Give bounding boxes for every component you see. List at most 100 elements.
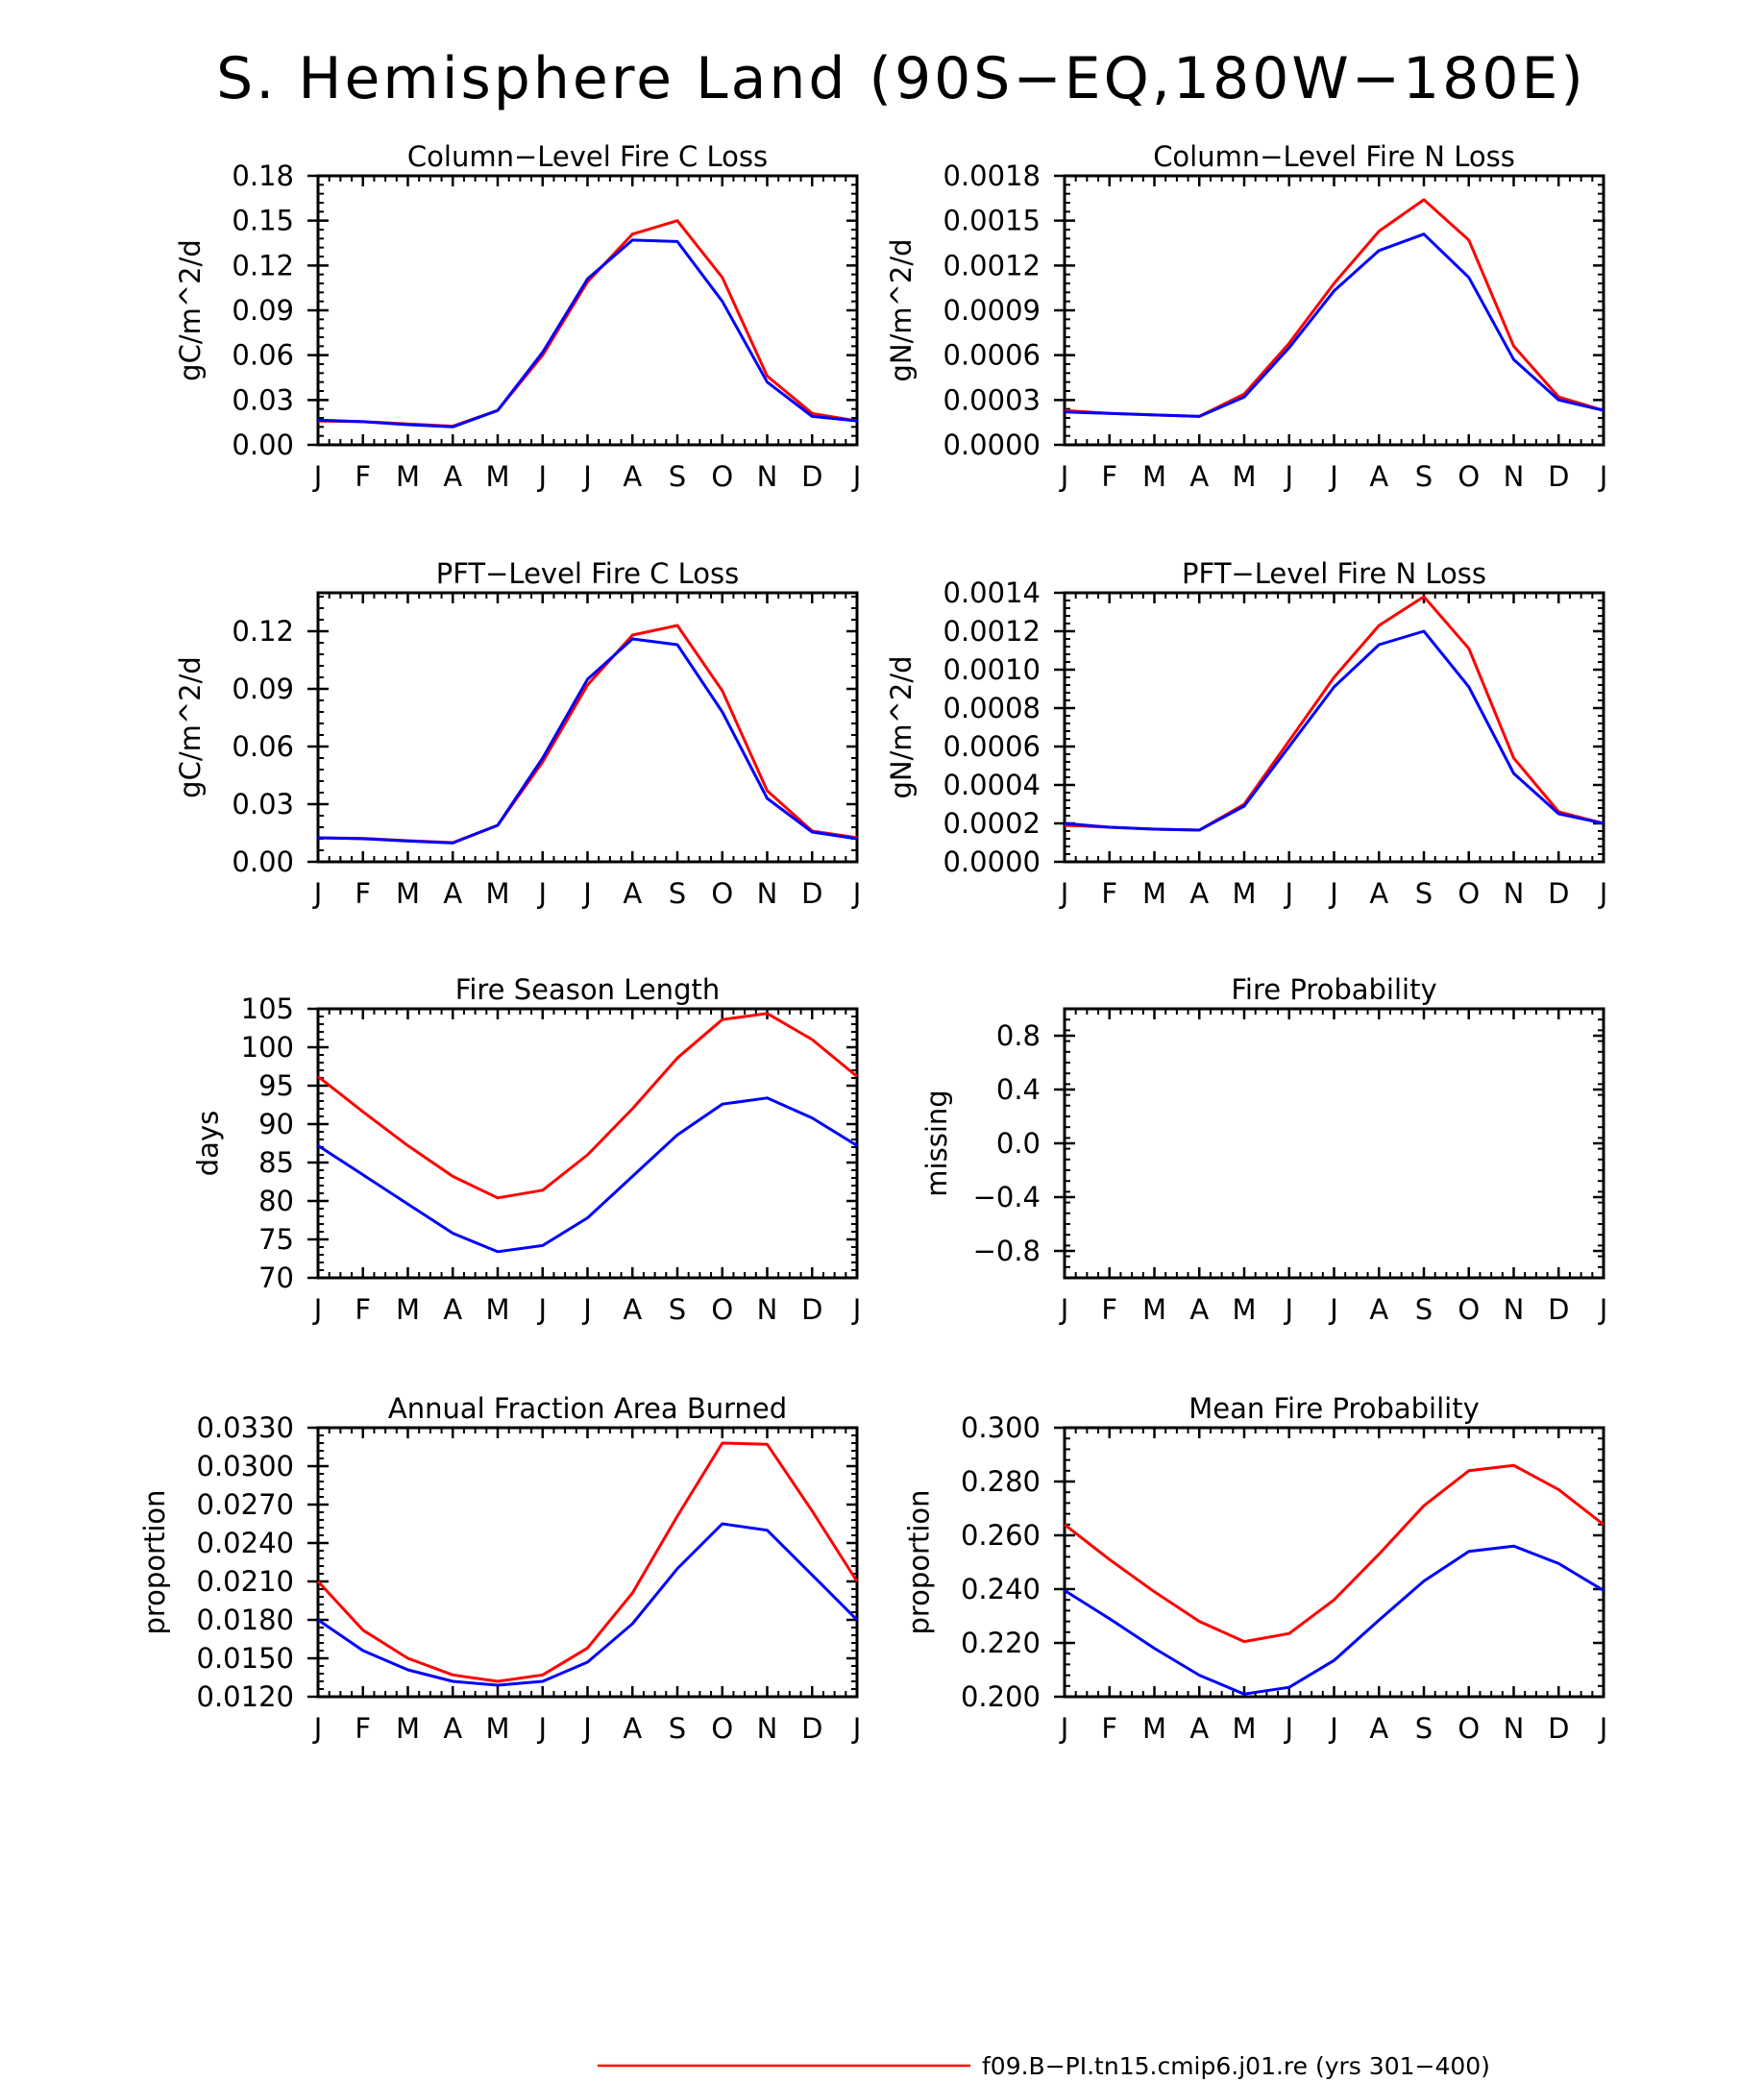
x-tick-label: F bbox=[355, 460, 371, 493]
x-tick-label: J bbox=[851, 1712, 862, 1745]
x-tick-label: F bbox=[1101, 1293, 1117, 1326]
series-line bbox=[317, 637, 858, 845]
y-tick-label: 0.240 bbox=[961, 1573, 1041, 1605]
y-tick-label: −0.4 bbox=[973, 1181, 1041, 1213]
series-line bbox=[1064, 595, 1605, 832]
x-tick-label: S bbox=[1415, 877, 1433, 910]
x-tick-label: J bbox=[581, 877, 592, 910]
y-tick-label: 95 bbox=[258, 1069, 294, 1102]
y-tick-label: 0.0015 bbox=[943, 205, 1041, 237]
y-tick-label: 0.09 bbox=[232, 294, 294, 327]
x-tick-label: A bbox=[1369, 460, 1388, 493]
y-tick-label: 105 bbox=[241, 992, 294, 1025]
x-tick-label: D bbox=[1548, 1712, 1569, 1745]
y-tick-label: 0.0270 bbox=[197, 1488, 294, 1521]
x-tick-label: A bbox=[1369, 877, 1388, 910]
plot-frame bbox=[1063, 591, 1605, 864]
x-tick-label: O bbox=[711, 877, 733, 910]
series-line bbox=[317, 1096, 858, 1254]
y-tick-label: 0.0210 bbox=[197, 1565, 294, 1598]
y-tick-label: 100 bbox=[241, 1031, 294, 1064]
y-tick-label: 0.280 bbox=[961, 1465, 1041, 1498]
x-tick-label: D bbox=[801, 1293, 822, 1326]
x-tick-label: M bbox=[1142, 1293, 1166, 1326]
x-tick-label: N bbox=[1504, 1712, 1525, 1745]
panel-title: PFT−Level Fire N Loss bbox=[1182, 557, 1486, 590]
x-tick-label: M bbox=[396, 460, 420, 493]
plot-frame bbox=[316, 1426, 859, 1699]
x-tick-label: J bbox=[536, 460, 547, 493]
x-tick-label: J bbox=[1059, 877, 1069, 910]
y-tick-label: 0.0240 bbox=[197, 1527, 294, 1559]
legend-label: f09.B−PI.tn15.cmip6.j01.re (yrs 301−400) bbox=[982, 2052, 1490, 2080]
y-tick-label: 0.0009 bbox=[943, 294, 1041, 327]
x-tick-label: N bbox=[757, 1712, 778, 1745]
x-tick-label: M bbox=[1232, 877, 1256, 910]
x-tick-label: F bbox=[1101, 877, 1117, 910]
y-tick-label: 0.8 bbox=[996, 1019, 1041, 1052]
x-tick-label: S bbox=[669, 1712, 686, 1745]
x-tick-label: M bbox=[1142, 1712, 1166, 1745]
y-tick-label: 0.12 bbox=[232, 249, 294, 282]
x-tick-label: M bbox=[1232, 1712, 1256, 1745]
x-tick-label: J bbox=[536, 1293, 547, 1326]
series-line bbox=[317, 238, 858, 429]
series-line bbox=[317, 219, 858, 429]
x-tick-label: M bbox=[396, 1712, 420, 1745]
series-line bbox=[1064, 198, 1605, 418]
y-tick-label: 0.0012 bbox=[943, 615, 1041, 648]
series-line bbox=[1064, 1463, 1605, 1644]
x-tick-label: J bbox=[312, 877, 323, 910]
series-line bbox=[317, 624, 858, 845]
y-tick-label: 80 bbox=[258, 1185, 294, 1217]
y-tick-label: 0.00 bbox=[232, 845, 294, 878]
y-axis-label: days bbox=[192, 1111, 225, 1176]
x-tick-label: A bbox=[623, 460, 642, 493]
x-tick-label: N bbox=[757, 1293, 778, 1326]
plot-frame bbox=[1063, 1007, 1605, 1280]
y-tick-label: 0.18 bbox=[232, 159, 294, 192]
x-tick-label: J bbox=[581, 1712, 592, 1745]
x-tick-label: O bbox=[1458, 1293, 1480, 1326]
x-tick-label: M bbox=[485, 1293, 509, 1326]
panel-title: Mean Fire Probability bbox=[1188, 1392, 1480, 1425]
x-tick-label: M bbox=[396, 877, 420, 910]
y-tick-label: 0.300 bbox=[961, 1411, 1041, 1444]
x-tick-label: S bbox=[1415, 1712, 1433, 1745]
x-tick-label: N bbox=[1504, 877, 1525, 910]
x-tick-label: J bbox=[312, 460, 323, 493]
plot-frame bbox=[1063, 174, 1605, 447]
y-tick-label: 0.06 bbox=[232, 730, 294, 763]
x-tick-label: J bbox=[1328, 877, 1338, 910]
x-tick-label: O bbox=[711, 1293, 733, 1326]
x-tick-label: A bbox=[623, 1712, 642, 1745]
panel-title: Column−Level Fire N Loss bbox=[1153, 140, 1515, 173]
y-axis-label: missing bbox=[920, 1090, 953, 1196]
x-tick-label: N bbox=[757, 877, 778, 910]
x-tick-label: A bbox=[1189, 877, 1209, 910]
x-tick-label: A bbox=[623, 1293, 642, 1326]
x-tick-label: J bbox=[1283, 460, 1293, 493]
y-tick-label: 0.15 bbox=[232, 205, 294, 237]
x-tick-label: J bbox=[1283, 1293, 1293, 1326]
x-tick-label: M bbox=[485, 1712, 509, 1745]
y-tick-label: 0.0003 bbox=[943, 383, 1041, 416]
x-tick-label: J bbox=[312, 1293, 323, 1326]
x-tick-label: J bbox=[312, 1712, 323, 1745]
x-tick-label: S bbox=[1415, 460, 1433, 493]
y-tick-label: 85 bbox=[258, 1146, 294, 1179]
plot-frame bbox=[316, 174, 859, 447]
y-tick-label: 0.0330 bbox=[197, 1411, 294, 1444]
plot-frame bbox=[316, 591, 859, 864]
y-tick-label: 0.0180 bbox=[197, 1604, 294, 1636]
series-line bbox=[317, 1522, 859, 1687]
panel-title: PFT−Level Fire C Loss bbox=[436, 557, 740, 590]
y-tick-label: 0.0150 bbox=[197, 1642, 294, 1675]
figure-title: S. Hemisphere Land (90S−EQ,180W−180E) bbox=[216, 45, 1586, 112]
